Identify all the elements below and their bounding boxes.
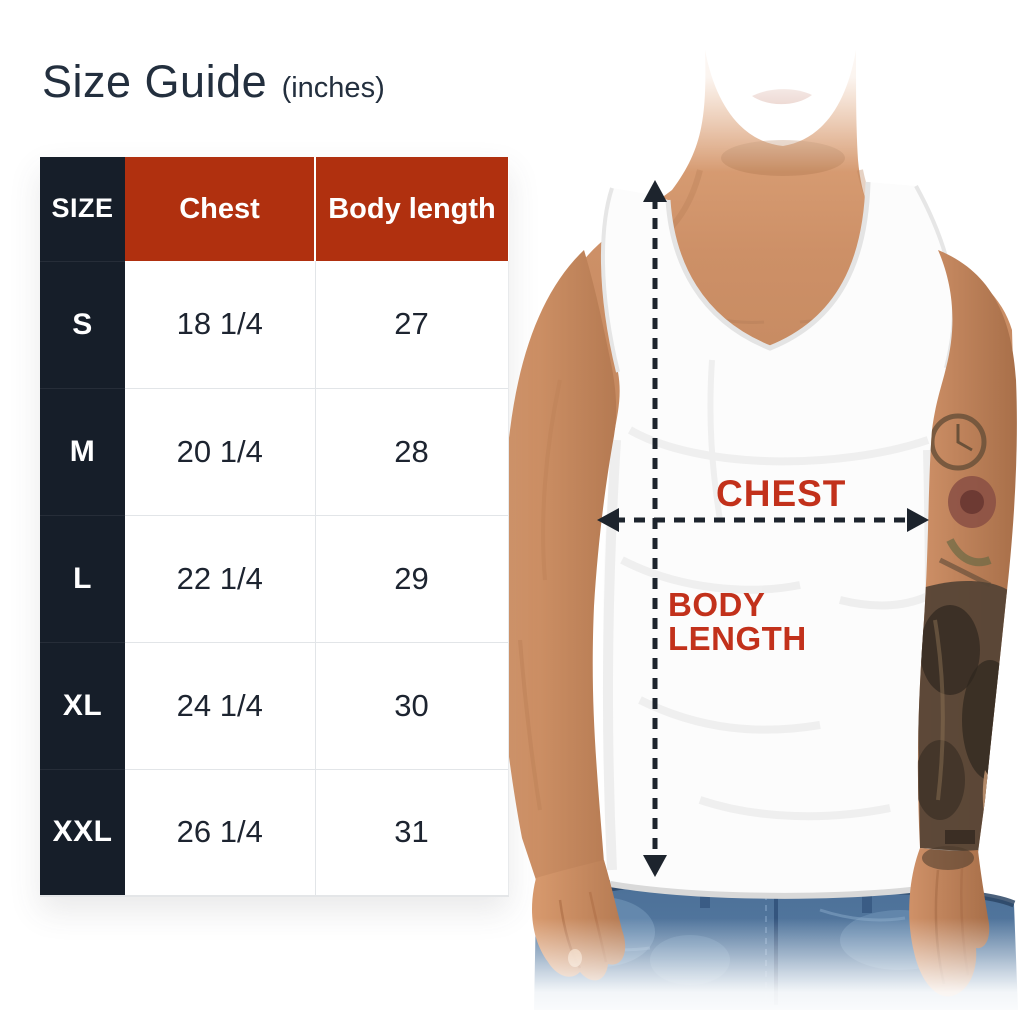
column-header-size: SIZE	[40, 157, 125, 261]
body-length-value-cell: 28	[314, 387, 509, 515]
table-row: S 18 1/4 27	[40, 260, 509, 388]
page-title: Size Guide (inches)	[42, 56, 385, 108]
tank-hem-shadow	[609, 881, 929, 899]
chest-value-cell: 18 1/4	[125, 261, 315, 388]
bottom-fade	[460, 918, 1024, 1024]
size-table: SIZE Chest Body length S 18 1/4 27 M 20 …	[40, 157, 509, 897]
arrow-up-icon	[643, 180, 667, 202]
arrow-left-icon	[597, 508, 619, 532]
size-cell: M	[40, 387, 125, 515]
body-length-value-cell: 31	[314, 768, 509, 897]
armhole-trim-left	[601, 187, 620, 373]
table-row: XXL 26 1/4 31	[40, 768, 509, 897]
chest-value-cell: 26 1/4	[125, 768, 315, 897]
chest-value-cell: 20 1/4	[125, 387, 315, 515]
body-length-label: BODY LENGTH	[668, 586, 807, 658]
body-length-value-cell: 27	[314, 261, 509, 388]
chest-arrow	[597, 508, 929, 532]
body-length-value-cell: 30	[314, 641, 509, 769]
tank-top	[601, 181, 956, 899]
body-length-value-cell: 29	[314, 514, 509, 642]
table-row: L 22 1/4 29	[40, 514, 509, 642]
size-cell: L	[40, 514, 125, 642]
chest-label: CHEST	[716, 473, 847, 514]
body-length-arrow	[643, 180, 667, 877]
column-header-chest: Chest	[125, 157, 315, 261]
column-header-body-length: Body length	[314, 157, 508, 261]
arrow-down-icon	[643, 855, 667, 877]
chest-value-cell: 22 1/4	[125, 514, 315, 642]
table-row: M 20 1/4 28	[40, 387, 509, 515]
face-fade	[640, 0, 940, 172]
neckline-trim	[665, 181, 871, 351]
size-cell: S	[40, 260, 125, 388]
page-title-text: Size Guide	[42, 56, 268, 107]
size-cell: XL	[40, 641, 125, 769]
size-cell: XXL	[40, 768, 125, 897]
page-title-unit: (inches)	[281, 72, 385, 104]
table-header-row: SIZE Chest Body length	[40, 157, 508, 261]
arrow-right-icon	[907, 508, 929, 532]
table-row: XL 24 1/4 30	[40, 641, 509, 769]
tank-wrinkles	[620, 426, 932, 821]
chest-value-cell: 24 1/4	[125, 641, 315, 769]
